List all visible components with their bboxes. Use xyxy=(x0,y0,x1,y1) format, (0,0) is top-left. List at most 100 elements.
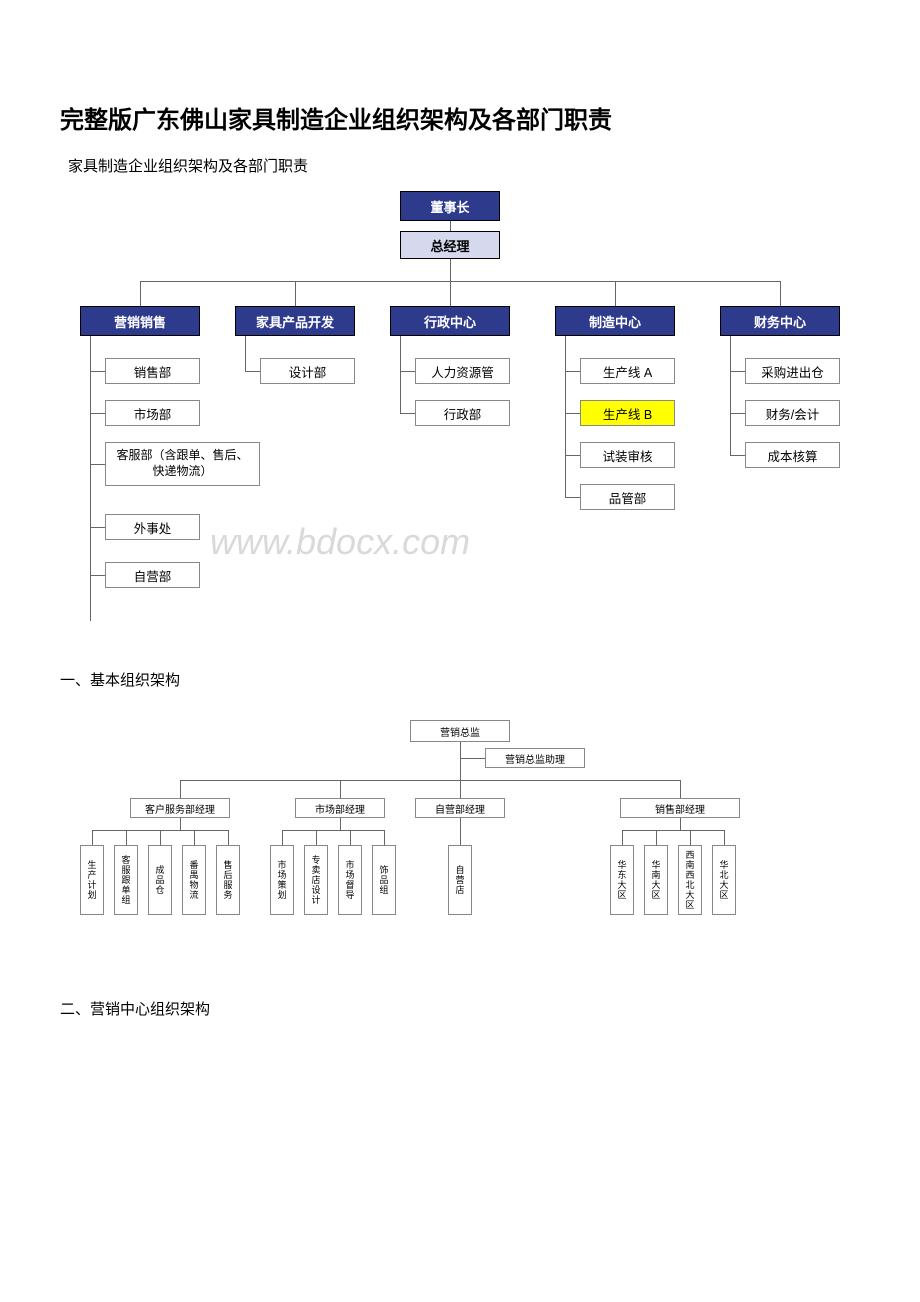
connector xyxy=(90,575,105,576)
node-leaf: 专卖店设计 xyxy=(304,845,328,915)
node-dept: 成本核算 xyxy=(745,442,840,468)
node-division-product: 家具产品开发 xyxy=(235,306,355,336)
connector xyxy=(460,758,485,759)
connector xyxy=(295,281,296,306)
node-leaf: 西南西北大区 xyxy=(678,845,702,915)
connector xyxy=(724,830,725,845)
connector xyxy=(340,780,341,798)
node-leaf: 华北大区 xyxy=(712,845,736,915)
connector xyxy=(565,455,580,456)
node-root: 营销总监 xyxy=(410,720,510,742)
connector xyxy=(180,780,181,798)
node-manager: 市场部经理 xyxy=(295,798,385,818)
connector xyxy=(400,371,415,372)
node-division-finance: 财务中心 xyxy=(720,306,840,336)
page-subtitle: 家具制造企业组织架构及各部门职责 xyxy=(68,155,860,176)
connector xyxy=(690,830,691,845)
connector xyxy=(90,527,105,528)
org-chart-main: 董事长 总经理 营销销售 家具产品开发 行政中心 制造中心 财务中心 销售部 市… xyxy=(60,191,860,651)
connector xyxy=(90,336,91,621)
node-leaf: 番禺物流 xyxy=(182,845,206,915)
connector xyxy=(316,830,317,845)
node-dept: 自营部 xyxy=(105,562,200,588)
connector xyxy=(450,259,451,281)
node-dept: 外事处 xyxy=(105,514,200,540)
connector xyxy=(340,818,341,830)
connector xyxy=(90,464,105,465)
org-chart-marketing: 营销总监 营销总监助理 客户服务部经理 市场部经理 自营部经理 销售部经理 生产… xyxy=(60,720,860,980)
connector xyxy=(384,830,385,845)
node-leaf: 客服跟单组 xyxy=(114,845,138,915)
connector xyxy=(730,371,745,372)
node-leaf: 成品仓 xyxy=(148,845,172,915)
connector xyxy=(350,830,351,845)
connector xyxy=(565,413,580,414)
connector xyxy=(730,413,745,414)
connector xyxy=(245,371,260,372)
connector xyxy=(565,497,580,498)
connector xyxy=(622,830,623,845)
node-dept: 财务/会计 xyxy=(745,400,840,426)
node-leaf: 饰品组 xyxy=(372,845,396,915)
connector xyxy=(450,281,451,306)
node-dept: 采购进出仓 xyxy=(745,358,840,384)
connector xyxy=(400,413,415,414)
connector xyxy=(282,830,384,831)
connector xyxy=(680,818,681,830)
connector xyxy=(90,371,105,372)
node-dept: 生产线 A xyxy=(580,358,675,384)
connector xyxy=(126,830,127,845)
connector xyxy=(245,336,246,371)
section-1-label: 一、基本组织架构 xyxy=(60,669,860,690)
node-dept: 销售部 xyxy=(105,358,200,384)
node-dept: 试装审核 xyxy=(580,442,675,468)
node-chairman: 董事长 xyxy=(400,191,500,221)
connector xyxy=(282,830,283,845)
connector xyxy=(400,336,401,413)
node-leaf: 自营店 xyxy=(448,845,472,915)
node-dept-highlighted: 生产线 B xyxy=(580,400,675,426)
connector xyxy=(565,336,566,497)
connector xyxy=(450,221,451,231)
connector xyxy=(180,818,181,830)
connector xyxy=(180,780,680,781)
node-leaf: 华东大区 xyxy=(610,845,634,915)
connector xyxy=(194,830,195,845)
connector xyxy=(780,281,781,306)
connector xyxy=(160,830,161,845)
node-manager: 自营部经理 xyxy=(415,798,505,818)
connector xyxy=(622,830,724,831)
node-division-admin: 行政中心 xyxy=(390,306,510,336)
connector xyxy=(656,830,657,845)
section-2-label: 二、营销中心组织架构 xyxy=(60,998,860,1019)
connector xyxy=(730,455,745,456)
node-dept: 客服部（含跟单、售后、快递物流） xyxy=(105,442,260,486)
node-leaf: 生产计划 xyxy=(80,845,104,915)
node-division-mfg: 制造中心 xyxy=(555,306,675,336)
node-leaf: 市场督导 xyxy=(338,845,362,915)
connector xyxy=(228,830,229,845)
node-dept: 人力资源管 xyxy=(415,358,510,384)
node-dept: 品管部 xyxy=(580,484,675,510)
connector xyxy=(140,281,780,282)
connector xyxy=(92,830,93,845)
node-division-sales: 营销销售 xyxy=(80,306,200,336)
node-assistant: 营销总监助理 xyxy=(485,748,585,768)
node-leaf: 售后服务 xyxy=(216,845,240,915)
watermark: www.bdocx.com xyxy=(210,521,470,563)
connector xyxy=(565,371,580,372)
connector xyxy=(680,780,681,798)
node-dept: 市场部 xyxy=(105,400,200,426)
connector xyxy=(90,413,105,414)
node-manager: 客户服务部经理 xyxy=(130,798,230,818)
connector xyxy=(460,818,461,845)
node-dept: 行政部 xyxy=(415,400,510,426)
connector xyxy=(460,742,461,780)
connector xyxy=(460,780,461,798)
node-leaf: 华南大区 xyxy=(644,845,668,915)
connector xyxy=(730,336,731,455)
node-gm: 总经理 xyxy=(400,231,500,259)
connector xyxy=(140,281,141,306)
node-manager: 销售部经理 xyxy=(620,798,740,818)
node-leaf: 市场策划 xyxy=(270,845,294,915)
